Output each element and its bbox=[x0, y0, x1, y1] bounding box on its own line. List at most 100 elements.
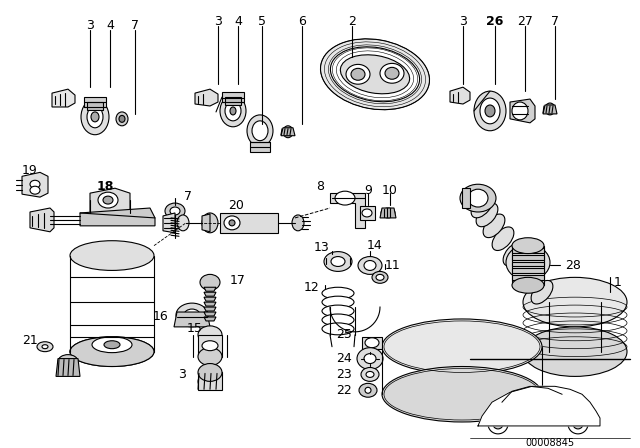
Ellipse shape bbox=[165, 203, 185, 219]
Ellipse shape bbox=[87, 106, 103, 128]
Ellipse shape bbox=[104, 341, 120, 349]
Bar bbox=[512, 276, 544, 280]
Ellipse shape bbox=[200, 274, 220, 290]
Bar bbox=[198, 335, 222, 357]
Ellipse shape bbox=[335, 191, 355, 205]
Ellipse shape bbox=[184, 309, 200, 321]
Ellipse shape bbox=[492, 227, 514, 250]
Polygon shape bbox=[204, 317, 216, 321]
Ellipse shape bbox=[512, 277, 544, 293]
Text: 20: 20 bbox=[228, 198, 244, 211]
Ellipse shape bbox=[346, 65, 370, 84]
Ellipse shape bbox=[382, 319, 542, 375]
Ellipse shape bbox=[229, 220, 235, 226]
Polygon shape bbox=[90, 188, 130, 218]
Polygon shape bbox=[204, 297, 216, 301]
Ellipse shape bbox=[198, 363, 222, 381]
Polygon shape bbox=[174, 312, 210, 327]
Ellipse shape bbox=[202, 341, 218, 351]
Ellipse shape bbox=[503, 242, 525, 266]
Ellipse shape bbox=[365, 338, 379, 348]
Polygon shape bbox=[510, 99, 535, 123]
Ellipse shape bbox=[358, 257, 382, 274]
Text: 17: 17 bbox=[230, 274, 246, 287]
Ellipse shape bbox=[30, 180, 40, 188]
Polygon shape bbox=[52, 89, 75, 107]
Ellipse shape bbox=[330, 47, 420, 102]
Text: 3: 3 bbox=[178, 368, 186, 381]
Ellipse shape bbox=[119, 116, 125, 122]
Ellipse shape bbox=[476, 203, 498, 227]
Text: 8: 8 bbox=[316, 180, 324, 193]
Ellipse shape bbox=[98, 192, 118, 208]
Ellipse shape bbox=[361, 367, 379, 381]
Polygon shape bbox=[22, 172, 48, 197]
Text: 28: 28 bbox=[565, 259, 581, 272]
Ellipse shape bbox=[198, 348, 222, 366]
Ellipse shape bbox=[483, 214, 505, 237]
Ellipse shape bbox=[177, 215, 189, 231]
Text: 6: 6 bbox=[298, 15, 306, 28]
Text: 11: 11 bbox=[385, 259, 401, 272]
Circle shape bbox=[488, 414, 508, 434]
Text: 23: 23 bbox=[336, 368, 352, 381]
Polygon shape bbox=[204, 307, 216, 311]
Ellipse shape bbox=[512, 238, 544, 254]
Ellipse shape bbox=[372, 271, 388, 283]
Text: 7: 7 bbox=[551, 15, 559, 28]
Ellipse shape bbox=[116, 112, 128, 126]
Text: 22: 22 bbox=[336, 384, 352, 397]
Polygon shape bbox=[202, 214, 210, 232]
Text: 24: 24 bbox=[336, 352, 352, 365]
Bar bbox=[220, 213, 278, 233]
Bar bbox=[360, 206, 375, 220]
Bar bbox=[362, 337, 382, 349]
Ellipse shape bbox=[385, 67, 399, 79]
Text: 7: 7 bbox=[184, 190, 192, 202]
Ellipse shape bbox=[103, 196, 113, 204]
Polygon shape bbox=[56, 358, 80, 376]
Polygon shape bbox=[330, 193, 365, 228]
Polygon shape bbox=[204, 312, 216, 316]
Polygon shape bbox=[30, 208, 54, 232]
Polygon shape bbox=[195, 89, 218, 106]
Polygon shape bbox=[538, 389, 560, 398]
Bar bbox=[462, 188, 470, 208]
Ellipse shape bbox=[198, 372, 222, 390]
Ellipse shape bbox=[225, 101, 241, 121]
Polygon shape bbox=[80, 208, 155, 226]
Ellipse shape bbox=[321, 39, 429, 110]
Ellipse shape bbox=[322, 296, 354, 308]
Ellipse shape bbox=[523, 277, 627, 327]
Text: 16: 16 bbox=[152, 310, 168, 323]
Bar bbox=[222, 92, 244, 102]
Ellipse shape bbox=[474, 91, 506, 131]
Text: 1: 1 bbox=[614, 276, 622, 289]
Polygon shape bbox=[510, 388, 538, 400]
Ellipse shape bbox=[340, 55, 410, 94]
Text: 3: 3 bbox=[86, 19, 94, 32]
Text: 15: 15 bbox=[187, 323, 203, 336]
Ellipse shape bbox=[376, 274, 384, 280]
Ellipse shape bbox=[365, 388, 371, 393]
Text: 19: 19 bbox=[22, 164, 38, 177]
Ellipse shape bbox=[381, 208, 395, 218]
Ellipse shape bbox=[252, 121, 268, 141]
Text: 2: 2 bbox=[348, 15, 356, 28]
Ellipse shape bbox=[331, 257, 345, 267]
Polygon shape bbox=[543, 105, 557, 114]
Bar bbox=[87, 102, 103, 110]
Ellipse shape bbox=[230, 107, 236, 115]
Polygon shape bbox=[281, 128, 295, 136]
Ellipse shape bbox=[357, 348, 383, 370]
Text: 00008845: 00008845 bbox=[525, 438, 575, 448]
Ellipse shape bbox=[362, 209, 372, 217]
Ellipse shape bbox=[468, 189, 488, 207]
Ellipse shape bbox=[42, 345, 48, 349]
Ellipse shape bbox=[91, 112, 99, 122]
Ellipse shape bbox=[322, 305, 354, 317]
Ellipse shape bbox=[170, 207, 180, 215]
Ellipse shape bbox=[37, 342, 53, 352]
Ellipse shape bbox=[30, 186, 40, 194]
Circle shape bbox=[568, 414, 588, 434]
